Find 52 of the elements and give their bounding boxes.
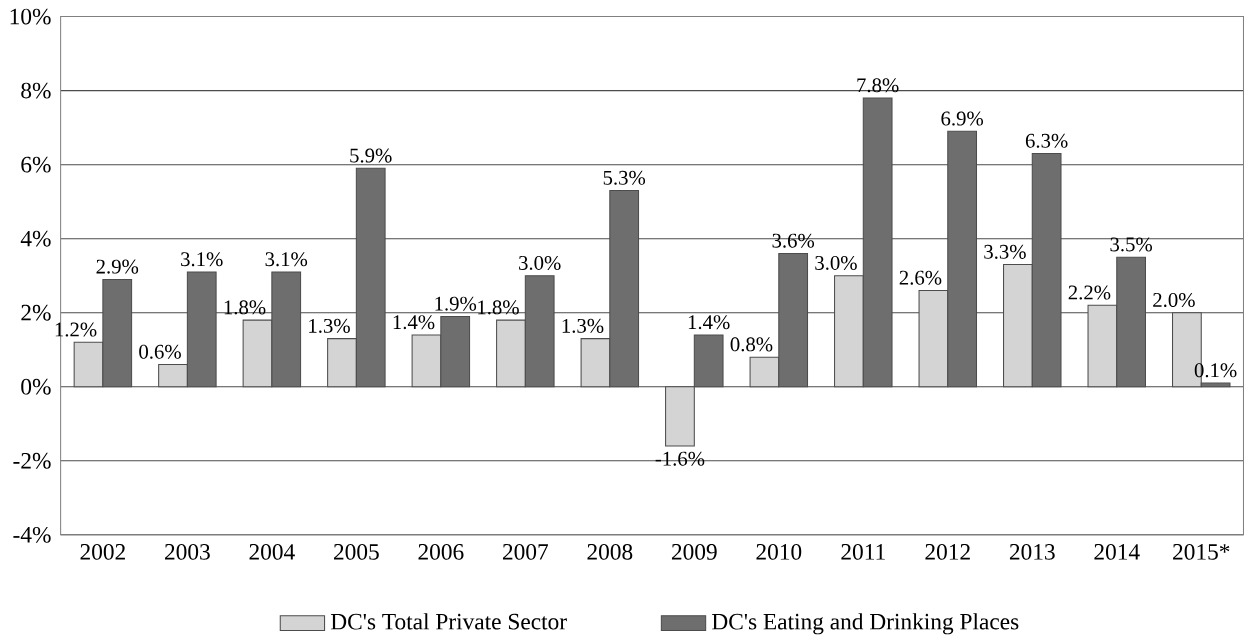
x-tick-label: 2012	[925, 544, 970, 560]
data-label: 1.2%	[55, 322, 97, 337]
data-label: 1.8%	[224, 300, 266, 315]
data-label: 0.1%	[1194, 363, 1237, 378]
x-tick-label: 2007	[502, 544, 548, 560]
y-tick-label: -2%	[13, 453, 51, 469]
y-tick-label: 0%	[21, 379, 51, 395]
data-label: 3.1%	[181, 252, 223, 267]
data-label: 5.3%	[603, 170, 646, 186]
data-label: 6.3%	[1025, 133, 1068, 149]
data-label: 1.4%	[688, 315, 730, 330]
data-label: 3.6%	[772, 233, 815, 248]
y-tick-label: 4%	[20, 230, 51, 247]
y-tick-label: 6%	[21, 156, 51, 173]
y-tick-label: 2%	[21, 305, 51, 321]
x-tick-label: 2006	[418, 544, 464, 560]
data-label: -1.6%	[655, 451, 705, 466]
x-tick-label: 2013	[1009, 544, 1055, 560]
x-tick-label: 2015*	[1173, 544, 1230, 560]
x-tick-label: 2005	[334, 544, 379, 560]
x-tick-label: 2003	[165, 544, 210, 560]
data-label: 1.8%	[478, 300, 519, 315]
data-label: 0.8%	[730, 337, 773, 352]
x-tick-label: 2010	[756, 544, 802, 560]
data-label: 3.0%	[519, 256, 561, 271]
data-label: 3.1%	[265, 252, 308, 267]
legend-label: DC's Eating and Drinking Places	[712, 613, 1019, 635]
x-tick-label: 2014	[1094, 544, 1140, 560]
y-tick-label: 8%	[21, 82, 51, 99]
data-label: 2.0%	[1153, 293, 1195, 308]
x-tick-label: 2002	[80, 544, 125, 560]
legend-label: DC's Total Private Sector	[330, 613, 567, 630]
x-tick-label: 2009	[671, 544, 717, 560]
data-label: 2.2%	[1068, 285, 1111, 300]
x-tick-label: 2011	[841, 544, 885, 560]
data-label: 5.9%	[350, 148, 392, 163]
x-tick-label: 2004	[249, 544, 295, 560]
x-tick-label: 2008	[587, 544, 633, 560]
data-label: 3.3%	[984, 245, 1026, 260]
y-tick-label: 10%	[10, 8, 51, 25]
data-label: 7.8%	[857, 78, 899, 93]
data-label: 2.9%	[96, 259, 139, 274]
y-tick-label: -4%	[13, 527, 51, 543]
data-label: 1.3%	[309, 319, 350, 334]
data-label: 1.3%	[562, 319, 604, 334]
data-label: 0.6%	[139, 344, 181, 360]
data-label: 2.6%	[899, 270, 942, 285]
data-label: 1.9%	[435, 296, 477, 311]
data-label: 3.5%	[1110, 237, 1153, 252]
data-label: 1.4%	[393, 315, 435, 330]
data-label: 3.0%	[815, 256, 857, 271]
data-label: 6.9%	[941, 111, 984, 126]
